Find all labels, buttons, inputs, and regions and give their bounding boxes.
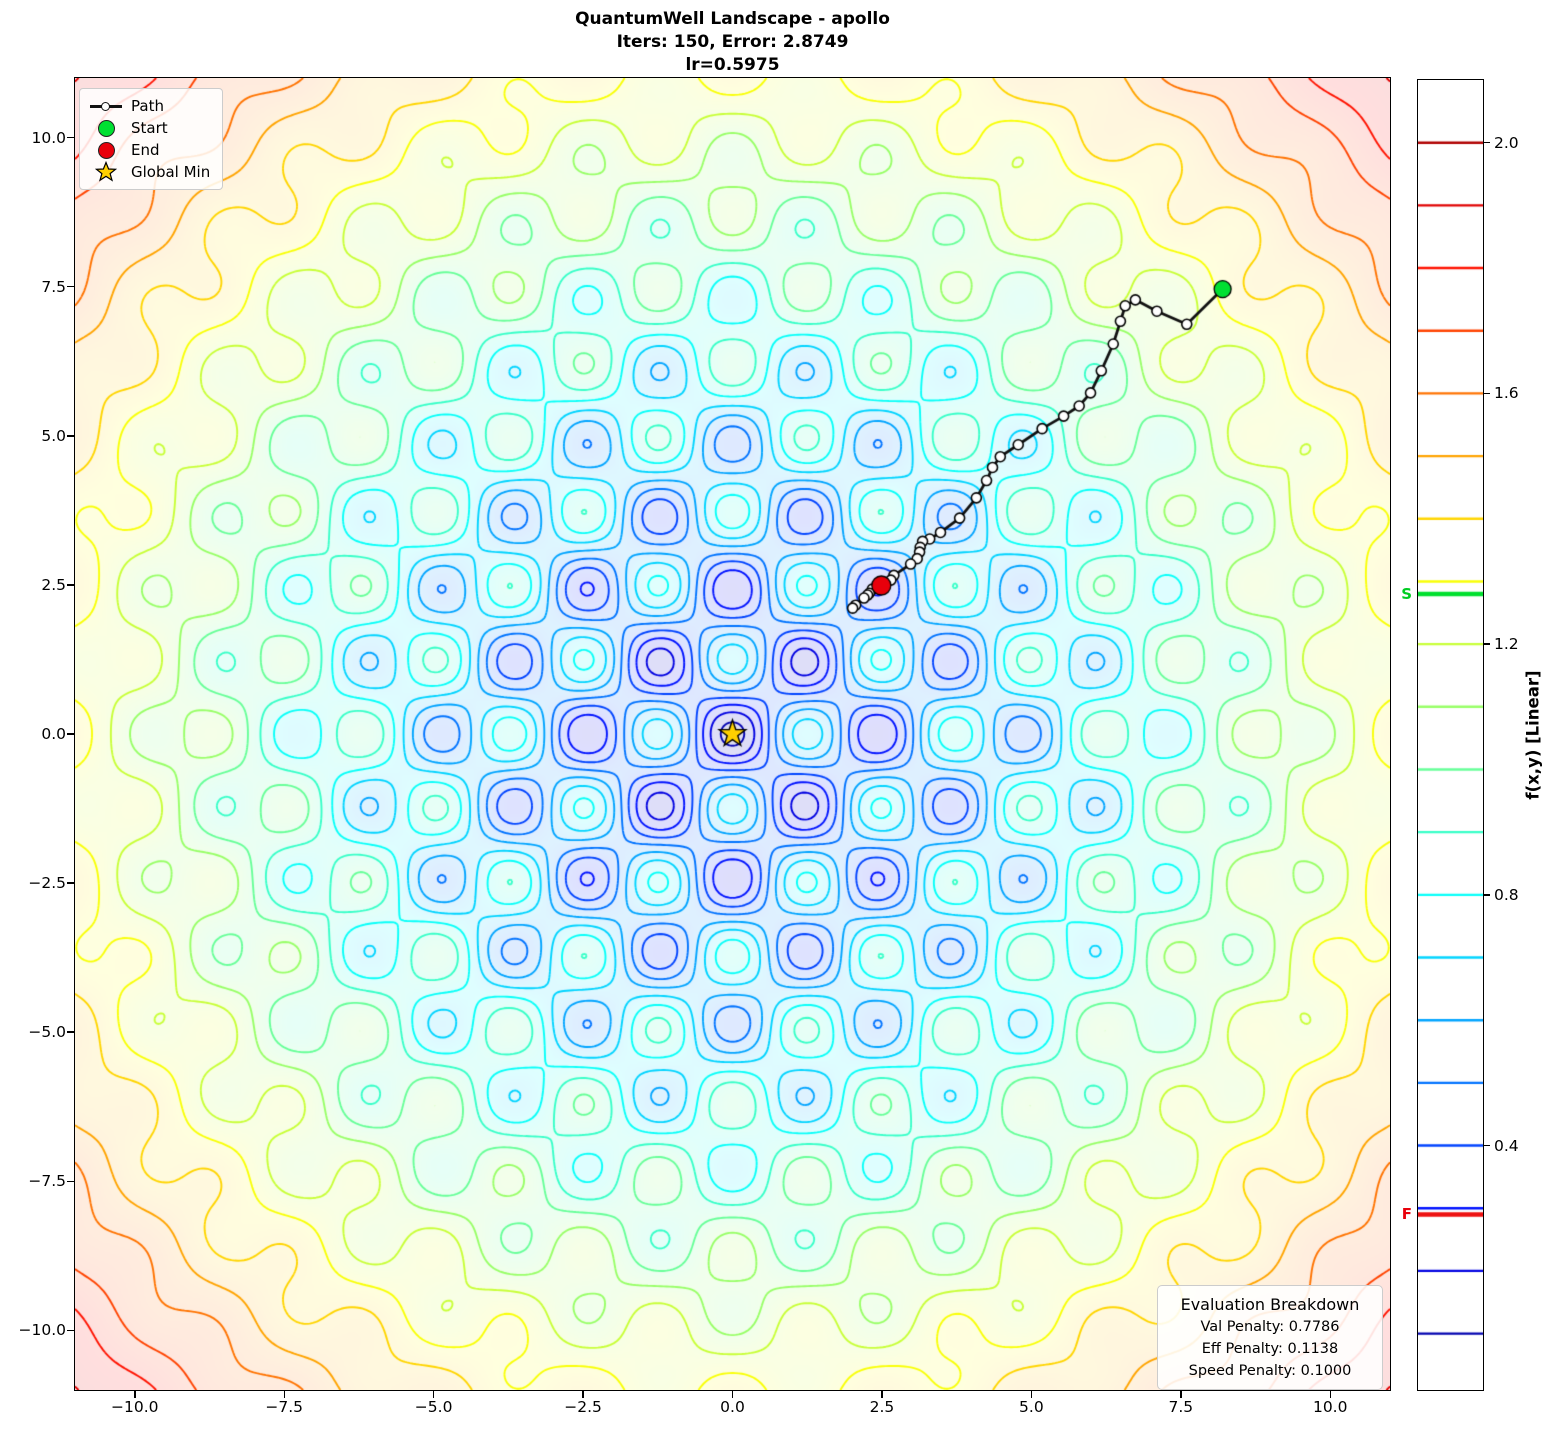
y-tick-label: 2.5 (41, 575, 66, 594)
val-penalty-text: Val Penalty: 0.7786 (1200, 1319, 1340, 1335)
evaluation-breakdown-box: Evaluation Breakdown Val Penalty: 0.7786… (1157, 1285, 1383, 1390)
legend-label-end: End (131, 141, 160, 159)
star-icon (89, 161, 123, 183)
y-tick-label: 7.5 (41, 277, 66, 296)
colorbar-tick-label: 2.0 (1494, 133, 1519, 152)
title-line-3: lr=0.5975 (685, 55, 780, 75)
start-dot-icon (89, 119, 123, 137)
evaluation-breakdown-title: Evaluation Breakdown (1180, 1295, 1360, 1314)
x-tick-mark (433, 1391, 435, 1398)
legend-item-path: Path (89, 95, 212, 117)
colorbar-tick-mark (1484, 141, 1490, 144)
legend-item-global-min: Global Min (89, 161, 212, 183)
y-tick-label: −5.0 (28, 1023, 66, 1042)
y-tick-mark (67, 1031, 74, 1033)
y-tick-mark (67, 584, 74, 586)
x-tick-label: −10.0 (111, 1398, 159, 1416)
y-tick-mark (67, 882, 74, 884)
x-tick-mark (1180, 1391, 1182, 1398)
x-tick-label: −2.5 (564, 1398, 602, 1416)
x-tick-mark (731, 1391, 734, 1398)
colorbar-tick-label: 1.2 (1494, 635, 1519, 654)
legend-label-start: Start (131, 119, 168, 137)
path-line-icon (89, 101, 123, 111)
x-tick-label: −7.5 (265, 1398, 304, 1416)
y-tick-label: 0.0 (41, 725, 66, 743)
x-tick-mark (881, 1391, 883, 1398)
legend-item-start: Start (89, 117, 212, 139)
x-tick-label: 10.0 (1312, 1398, 1348, 1416)
x-tick-mark (283, 1391, 285, 1398)
y-tick-label: −2.5 (28, 874, 66, 893)
legend-item-end: End (89, 139, 212, 161)
colorbar-tick-label: 0.4 (1494, 1136, 1519, 1155)
x-tick-label: 5.0 (1019, 1398, 1044, 1416)
colorbar-canvas (1418, 80, 1483, 1390)
y-tick-mark (67, 435, 74, 437)
y-tick-mark (67, 1329, 74, 1332)
y-tick-mark (67, 733, 74, 735)
end-dot-icon (89, 141, 123, 159)
legend-label-global-min: Global Min (131, 163, 211, 181)
legend: Path Start End Global Min (79, 88, 223, 190)
x-tick-label: 2.5 (869, 1398, 895, 1416)
x-tick-mark (1030, 1391, 1033, 1398)
speed-penalty-text: Speed Penalty: 0.1000 (1188, 1363, 1352, 1379)
colorbar-tick-mark (1484, 392, 1490, 395)
x-tick-mark (582, 1391, 584, 1398)
x-tick-label: 7.5 (1168, 1398, 1194, 1416)
colorbar-axis-label: f(x,y) [Linear] (1523, 670, 1543, 800)
y-tick-label: −10.0 (18, 1321, 67, 1340)
y-tick-mark (67, 136, 74, 139)
colorbar-tick-mark (1484, 643, 1490, 645)
y-tick-label: −7.5 (28, 1172, 66, 1191)
end-value-marker-label: F (1401, 1205, 1412, 1224)
title-line-1: QuantumWell Landscape - apollo (575, 9, 890, 29)
x-tick-mark (134, 1391, 136, 1398)
legend-label-path: Path (131, 97, 164, 115)
x-tick-label: −5.0 (414, 1398, 453, 1416)
contour-plot-canvas (75, 78, 1390, 1390)
colorbar-tick-label: 0.8 (1494, 885, 1519, 904)
colorbar-tick-mark (1484, 1144, 1490, 1147)
eff-penalty-text: Eff Penalty: 0.1138 (1201, 1341, 1339, 1357)
chart-title: QuantumWell Landscape - apollo Iters: 15… (75, 8, 1390, 77)
x-tick-label: 0.0 (720, 1398, 745, 1416)
start-value-marker-label: S (1401, 584, 1412, 603)
y-tick-label: 10.0 (31, 128, 66, 147)
y-tick-mark (67, 1180, 74, 1182)
x-tick-mark (1329, 1391, 1332, 1398)
colorbar-tick-mark (1484, 894, 1490, 896)
colorbar-tick-label: 1.6 (1494, 384, 1519, 403)
y-tick-label: 5.0 (41, 426, 66, 445)
y-tick-mark (67, 286, 74, 288)
title-line-2: Iters: 150, Error: 2.8749 (616, 32, 849, 52)
